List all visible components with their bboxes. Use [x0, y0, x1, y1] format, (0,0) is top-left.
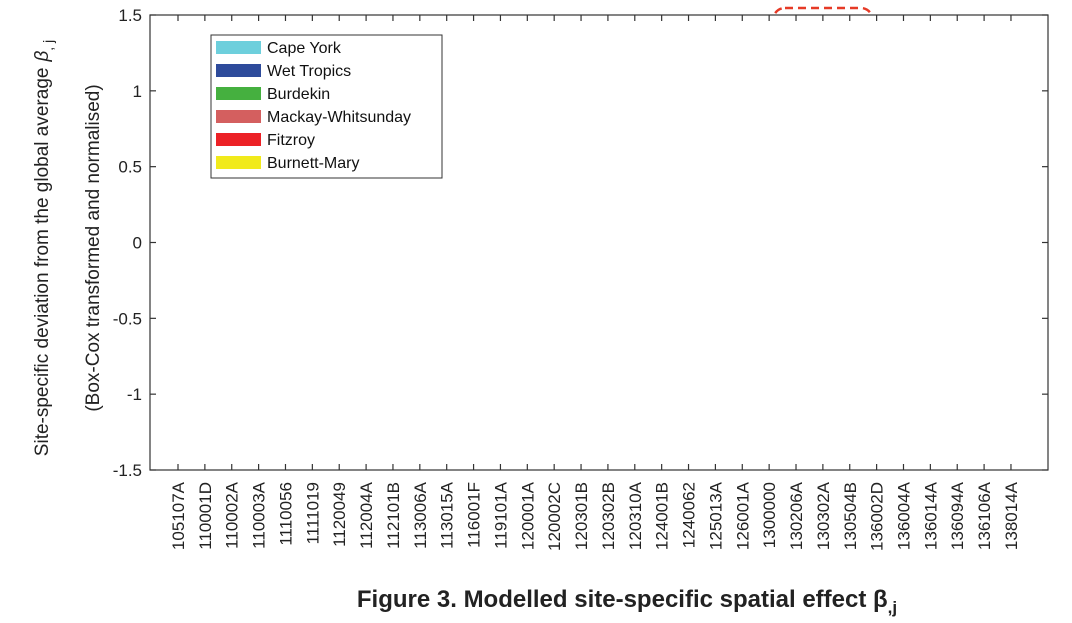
y-tick-label: -1.5	[113, 461, 142, 480]
legend-frame	[210, 34, 443, 179]
x-tick-label: 1111019	[303, 482, 322, 544]
x-tick-label: 110002A	[223, 481, 242, 548]
x-tick-label: 120302B	[599, 482, 618, 550]
figure-caption: Figure 3. Modelled site-specific spatial…	[357, 586, 897, 617]
x-tick-label: 1300000	[760, 482, 779, 548]
legend-label: Wet Tropics	[267, 63, 351, 80]
legend-label: Burdekin	[267, 86, 330, 103]
legend-swatch	[216, 133, 261, 146]
x-tick-label: 113015A	[438, 481, 457, 548]
legend-swatch	[216, 87, 261, 100]
x-tick-label: 1120049	[330, 482, 349, 547]
x-tick-label: 105107A	[169, 481, 188, 550]
x-tick-label: 1240062	[680, 482, 699, 548]
x-tick-label: 120001A	[518, 481, 537, 550]
x-tick-label: 120310A	[626, 481, 645, 550]
y-tick-label: -0.5	[113, 309, 142, 328]
legend-item: Cape York	[216, 40, 342, 57]
x-tick-label: 113006A	[411, 481, 430, 548]
x-tick-label: 119101A	[491, 481, 510, 548]
legend-swatch	[216, 64, 261, 77]
x-tick-label: 116001F	[465, 482, 484, 548]
x-tick-label: 110001D	[196, 482, 215, 550]
y-tick-label: 1	[133, 82, 142, 101]
x-tick-label: 136106A	[975, 481, 994, 550]
legend: Cape York Wet Tropics Burdekin Mackay-Whits…	[210, 34, 443, 179]
legend-label: Cape York	[267, 40, 342, 57]
legend-item: Burnett-Mary	[216, 155, 359, 172]
legend-label: Fitzroy	[267, 132, 315, 149]
legend-swatch	[216, 156, 261, 169]
x-tick-label: 1110056	[276, 482, 295, 546]
legend-item: Fitzroy	[216, 132, 315, 149]
x-tick-label: 136004A	[894, 481, 913, 550]
legend-item: Mackay-Whitsunday	[216, 109, 411, 126]
x-tick-label: 120002C	[545, 482, 564, 551]
y-tick-label: 1.5	[118, 6, 142, 25]
x-tick-label: 130504B	[841, 482, 860, 550]
x-tick-label: 130302A	[814, 481, 833, 550]
legend-swatch	[216, 41, 261, 54]
y-tick-label: -1	[127, 385, 142, 404]
x-tick-label: 125013A	[706, 481, 725, 550]
x-tick-label: 120301B	[572, 482, 591, 550]
x-tick-label: 138014A	[1002, 481, 1021, 550]
y-tick-label: 0	[133, 234, 142, 253]
legend-item: Burdekin	[216, 86, 330, 103]
x-tick-label: 136014A	[921, 481, 940, 550]
x-tick-label: 130206A	[787, 481, 806, 550]
legend-item: Wet Tropics	[216, 63, 351, 80]
x-tick-label: 112004A	[357, 481, 376, 548]
x-tick-label: 126001A	[733, 481, 752, 550]
x-tick-label: 136002D	[868, 482, 887, 551]
y-axis-label-line2: (Box-Cox transformed and normalised)	[83, 84, 104, 411]
x-tick-label: 136094A	[948, 481, 967, 550]
y-tick-label: 0.5	[118, 158, 142, 177]
x-tick-label: 124001B	[653, 482, 672, 550]
x-tick-label: 110003A	[250, 481, 269, 548]
legend-swatch	[216, 110, 261, 123]
legend-label: Mackay-Whitsunday	[267, 109, 411, 126]
x-tick-label: 112101B	[384, 482, 403, 549]
legend-label: Burnett-Mary	[267, 155, 359, 172]
y-axis-label-line1: Site-specific deviation from the global …	[32, 40, 56, 456]
